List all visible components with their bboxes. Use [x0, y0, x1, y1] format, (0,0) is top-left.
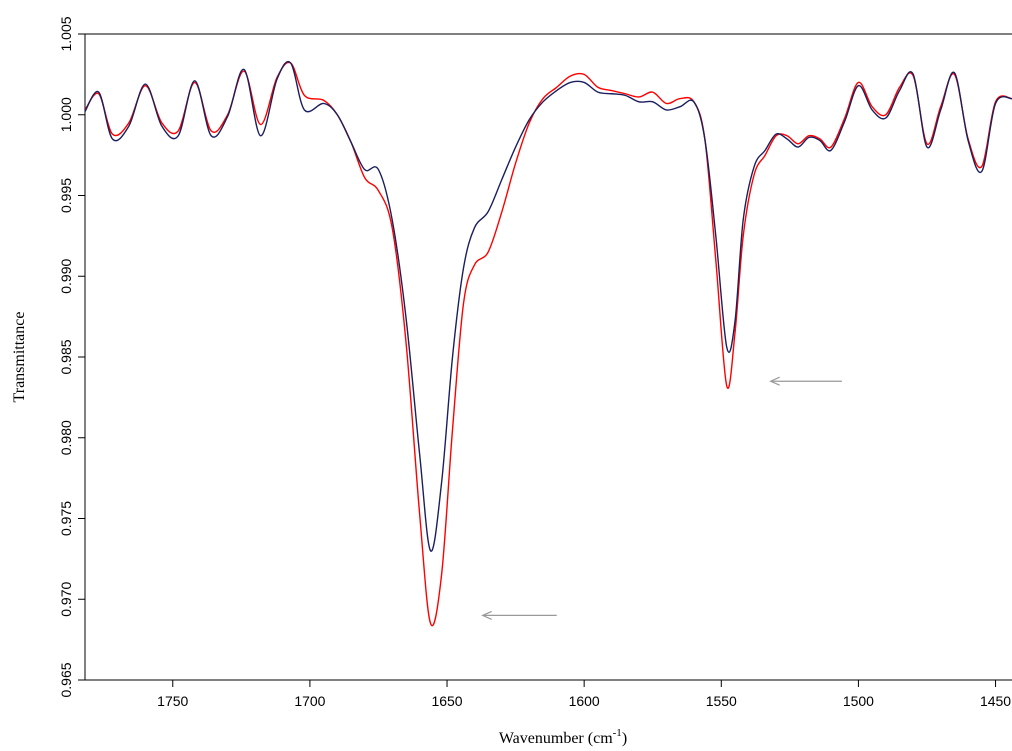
annotation-arrow-0	[481, 610, 557, 620]
y-tick-label: 0.990	[58, 259, 74, 294]
annotations	[481, 376, 842, 620]
y-tick-label: 0.975	[58, 501, 74, 536]
x-tick-label: 1600	[569, 693, 600, 709]
x-tick-label: 1500	[843, 693, 874, 709]
x-tick-label: 1750	[157, 693, 188, 709]
y-tick-label: 1.000	[58, 97, 74, 132]
y-tick-label: 0.995	[58, 178, 74, 213]
x-tick-label: 1700	[294, 693, 325, 709]
x-tick-label: 1450	[980, 693, 1011, 709]
annotation-arrow-1	[769, 376, 842, 386]
x-axis-label-close: )	[622, 730, 627, 747]
x-axis-label: Wavenumber (cm-1)	[499, 727, 627, 747]
y-tick-label: 0.970	[58, 582, 74, 617]
x-tick-label: 1650	[431, 693, 462, 709]
x-ticks: 1750 1700 1650 1600 1550 1500 1450	[157, 680, 1011, 709]
y-ticks: 0.965 0.970 0.975 0.980 0.985 0.990 0.995 1.000…	[58, 16, 85, 698]
y-axis-label: Transmittance	[11, 312, 28, 403]
x-tick-label: 1550	[706, 693, 737, 709]
x-axis-label-superscript: -1	[613, 727, 622, 739]
y-tick-label: 0.980	[58, 420, 74, 455]
series-line-1	[85, 61, 1012, 552]
y-tick-label: 1.005	[58, 16, 74, 51]
series-layer	[85, 61, 1012, 627]
series-line-0	[85, 61, 1012, 627]
x-axis-label-main: Wavenumber (cm	[499, 730, 613, 747]
y-tick-label: 0.965	[58, 662, 74, 697]
y-tick-label: 0.985	[58, 339, 74, 374]
